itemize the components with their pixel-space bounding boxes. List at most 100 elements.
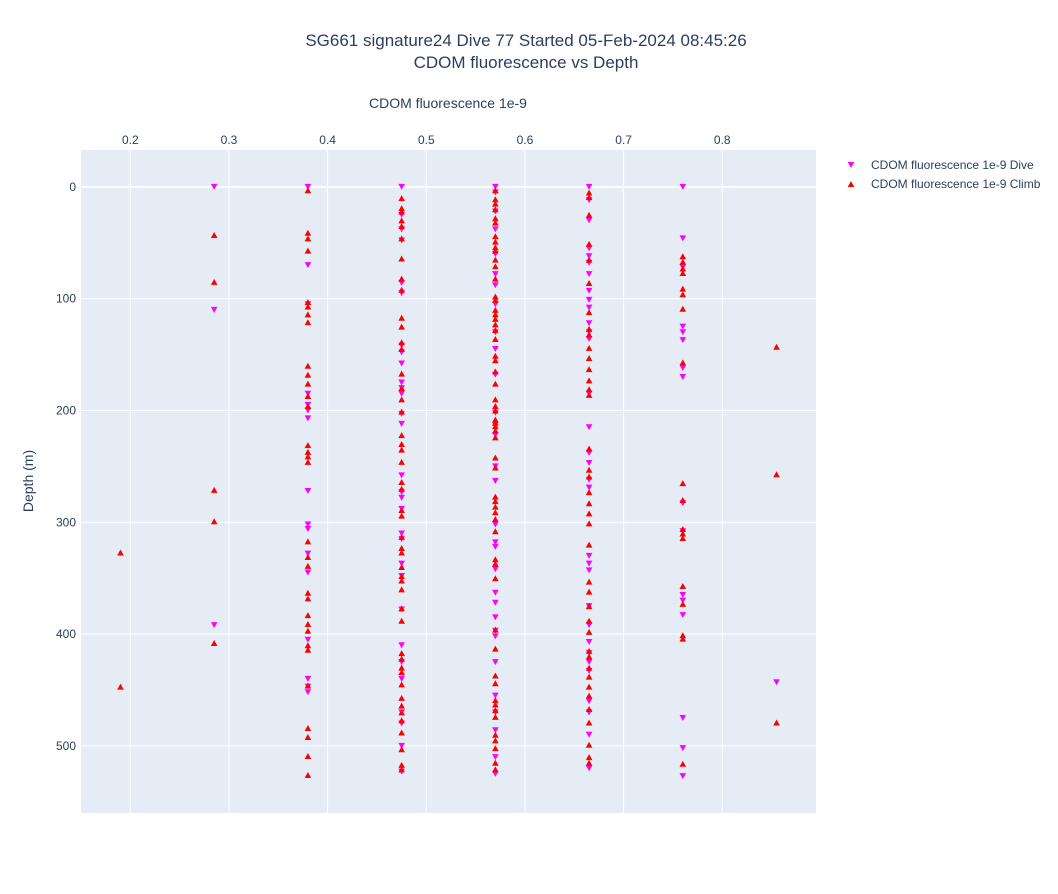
climb-point bbox=[304, 646, 312, 653]
dive-point bbox=[304, 521, 312, 528]
climb-point bbox=[585, 309, 593, 316]
dive-point bbox=[492, 633, 499, 640]
climb-point bbox=[210, 640, 218, 647]
climb-point bbox=[304, 392, 312, 399]
climb-point bbox=[304, 448, 312, 455]
climb-point bbox=[492, 296, 499, 303]
climb-point bbox=[492, 352, 499, 359]
climb-point bbox=[492, 697, 499, 704]
climb-point bbox=[398, 709, 405, 716]
x-tick-label: 0.3 bbox=[221, 133, 238, 147]
climb-point bbox=[585, 466, 593, 473]
dive-point bbox=[492, 727, 499, 734]
chart-subtitle: CDOM fluorescence vs Depth bbox=[414, 53, 639, 72]
climb-point bbox=[492, 701, 499, 708]
climb-point bbox=[398, 664, 405, 671]
climb-point bbox=[679, 359, 687, 366]
climb-point bbox=[585, 647, 593, 654]
dive-point bbox=[492, 599, 499, 606]
climb-point bbox=[492, 560, 499, 567]
climb-point bbox=[492, 503, 499, 510]
climb-point bbox=[492, 416, 499, 423]
climb-point bbox=[585, 189, 593, 196]
legend[interactable]: CDOM fluorescence 1e-9 Dive CDOM fluoresc… bbox=[847, 158, 1041, 191]
x-tick-label: 0.2 bbox=[122, 133, 139, 147]
climb-point bbox=[492, 247, 499, 254]
climb-point bbox=[398, 694, 405, 701]
climb-point bbox=[398, 432, 405, 439]
dive-point bbox=[304, 569, 312, 576]
climb-point bbox=[679, 305, 687, 312]
climb-point bbox=[398, 545, 405, 552]
climb-point bbox=[304, 725, 312, 732]
chart-title: SG661 signature24 Dive 77 Started 05-Feb… bbox=[305, 31, 746, 50]
climb-point bbox=[398, 507, 405, 514]
climb-point bbox=[117, 549, 124, 556]
dive-point bbox=[585, 567, 593, 574]
climb-point bbox=[398, 346, 405, 353]
climb-point bbox=[585, 391, 593, 398]
dive-point bbox=[304, 526, 312, 533]
climb-point bbox=[679, 269, 687, 276]
dive-point bbox=[585, 698, 593, 705]
climb-point bbox=[304, 553, 312, 560]
climb-point bbox=[585, 280, 593, 287]
climb-point bbox=[492, 256, 499, 263]
climb-point bbox=[585, 673, 593, 680]
climb-point bbox=[304, 442, 312, 449]
climb-point bbox=[304, 229, 312, 236]
dive-point bbox=[398, 742, 405, 749]
climb-point bbox=[398, 458, 405, 465]
dive-point bbox=[398, 360, 405, 367]
legend-label: CDOM fluorescence 1e-9 Dive bbox=[871, 158, 1034, 172]
climb-point bbox=[398, 761, 405, 768]
dive-point bbox=[585, 460, 593, 467]
dive-point bbox=[492, 183, 499, 190]
climb-point bbox=[398, 396, 405, 403]
climb-point bbox=[304, 682, 312, 689]
climb-point bbox=[304, 303, 312, 310]
climb-point bbox=[492, 575, 499, 582]
climb-point bbox=[585, 578, 593, 585]
legend-item-climb[interactable]: CDOM fluorescence 1e-9 Climb bbox=[847, 177, 1041, 191]
dive-point bbox=[679, 337, 687, 344]
climb-point bbox=[398, 314, 405, 321]
climb-point bbox=[492, 672, 499, 679]
climb-point bbox=[304, 627, 312, 634]
dive-point bbox=[585, 765, 593, 772]
dive-point bbox=[492, 543, 499, 550]
climb-point bbox=[585, 706, 593, 713]
climb-point bbox=[492, 731, 499, 738]
dive-point bbox=[492, 539, 499, 546]
dive-point bbox=[210, 183, 218, 190]
climb-point bbox=[492, 498, 499, 505]
triangle-down-icon bbox=[847, 162, 855, 168]
y-tick-label: 500 bbox=[56, 739, 76, 753]
climb-point bbox=[679, 285, 687, 292]
climb-point bbox=[210, 486, 218, 493]
dive-point bbox=[585, 253, 593, 260]
climb-point bbox=[398, 650, 405, 657]
climb-point bbox=[398, 205, 405, 212]
climb-point bbox=[585, 193, 593, 200]
climb-point bbox=[585, 211, 593, 218]
climb-point bbox=[585, 754, 593, 761]
climb-point bbox=[304, 458, 312, 465]
dive-point bbox=[679, 235, 687, 242]
climb-point bbox=[585, 741, 593, 748]
climb-point bbox=[492, 493, 499, 500]
dive-point bbox=[304, 183, 312, 190]
dive-point bbox=[398, 675, 405, 682]
data-markers bbox=[117, 183, 780, 780]
climb-point bbox=[398, 485, 405, 492]
climb-point bbox=[492, 464, 499, 471]
climb-point bbox=[492, 759, 499, 766]
legend-item-dive[interactable]: CDOM fluorescence 1e-9 Dive bbox=[847, 158, 1034, 172]
climb-point bbox=[585, 664, 593, 671]
climb-point bbox=[585, 386, 593, 393]
climb-point bbox=[492, 311, 499, 318]
climb-point bbox=[492, 423, 499, 430]
dive-point bbox=[679, 745, 687, 752]
climb-point bbox=[679, 760, 687, 767]
climb-point bbox=[585, 445, 593, 452]
